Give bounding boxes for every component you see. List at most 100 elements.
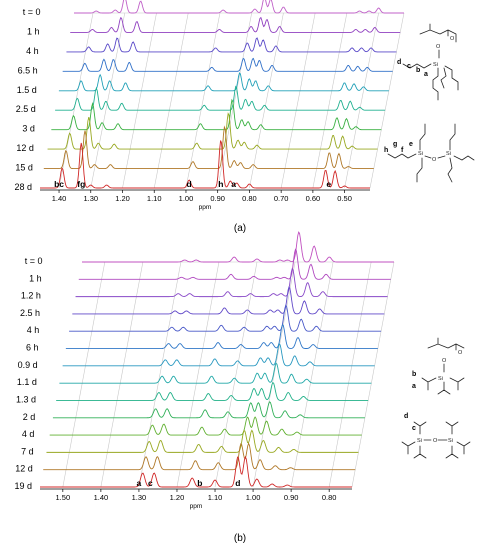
panel-b-spectrum-line bbox=[65, 323, 378, 349]
panel-a-series-label: 2.5 d bbox=[16, 104, 36, 114]
panel-a-grid-line bbox=[312, 12, 348, 189]
panel-a-series-label: 3 d bbox=[22, 124, 35, 134]
panel-b-spectrum-line bbox=[56, 381, 369, 401]
panel-a-spectrum-line bbox=[51, 98, 382, 131]
panel-a-x-tick-label: 1.10 bbox=[147, 194, 162, 203]
panel-b-peak-label: c bbox=[148, 478, 153, 488]
panel-b-x-tick-label: 1.00 bbox=[246, 493, 261, 502]
atom-si-a: Si bbox=[433, 62, 438, 68]
panel-b: t = 0 1 h 1.2 h 2.5 h 4 h 6 h 0.9 d 1.1 d 1.3 d 2… bbox=[14, 231, 395, 510]
panel-b-grid-line bbox=[252, 261, 296, 488]
atom-si-a4: Si bbox=[446, 151, 451, 157]
panel-a-grid-line bbox=[344, 12, 379, 189]
atom-si-b3: Si bbox=[417, 438, 422, 444]
struct-b2-label-d: d bbox=[404, 413, 408, 420]
panel-a-series-label: 1 h bbox=[27, 26, 40, 36]
atom-si-b: Si bbox=[438, 376, 443, 382]
panel-b-spectrum-line bbox=[75, 267, 388, 298]
structure-b-bottom: Si O Si d c bbox=[401, 413, 471, 459]
panel-a-x-tick-label: 0.70 bbox=[274, 194, 289, 203]
struct-a2-label-e: e bbox=[409, 141, 413, 148]
panel-b-spectrum-line bbox=[82, 231, 394, 263]
panel-b-x-tick-label: 1.40 bbox=[94, 493, 109, 502]
panel-a-x-tick-label: 0.80 bbox=[242, 194, 257, 203]
panel-b-spectrum-line bbox=[43, 442, 356, 471]
panel-b-x-tick-label: 1.20 bbox=[170, 493, 185, 502]
panel-b-series-label: 4 h bbox=[27, 325, 40, 335]
panel-b-spectrum-line bbox=[46, 429, 359, 453]
atom-o-a: O bbox=[450, 36, 455, 42]
panel-a-grid-line bbox=[217, 12, 252, 189]
atom-o-a3: O bbox=[432, 157, 437, 163]
panel-b-spectrum-line bbox=[49, 416, 362, 436]
panel-b-series-label: 1.1 d bbox=[17, 377, 37, 387]
panel-a-x-tick-label: 1.20 bbox=[115, 194, 130, 203]
panel-b-spectrum-line bbox=[78, 248, 391, 280]
panel-b-series-label: 2 d bbox=[23, 412, 36, 422]
panel-b-x-tick-label: 0.90 bbox=[284, 493, 299, 502]
panel-b-series-label: 2.5 h bbox=[20, 308, 40, 318]
panel-b-series-label: 6 h bbox=[26, 343, 39, 353]
panel-a-peak-label: h bbox=[218, 179, 223, 189]
panel-b-grid-line bbox=[100, 261, 144, 488]
atom-o-b2: O bbox=[442, 358, 447, 364]
panel-b-peak-label: b bbox=[197, 478, 202, 488]
atom-si-b4: Si bbox=[448, 438, 453, 444]
panel-b-series-label: 1 h bbox=[29, 273, 42, 283]
panel-b-series-label: 0.9 d bbox=[18, 360, 38, 370]
struct-a-label-b: b bbox=[416, 67, 420, 74]
panel-b-series-label: 1.2 h bbox=[21, 291, 41, 301]
struct-b-label-a: a bbox=[412, 383, 416, 390]
panel-a-side-frame bbox=[369, 12, 405, 189]
struct-a-label-d: d bbox=[397, 59, 401, 66]
panel-a-peak-label: d bbox=[187, 179, 192, 189]
panel-b-x-tick-label: 1.10 bbox=[208, 493, 223, 502]
panel-b-peak-label: d bbox=[235, 478, 240, 488]
panel-a-series-label: 1.5 d bbox=[17, 85, 37, 95]
panel-b-x-tick-label: 1.30 bbox=[132, 493, 147, 502]
panel-b-spectrum-line bbox=[72, 286, 385, 315]
panel-b-spectrum-line bbox=[62, 343, 375, 367]
panel-a-grid-line bbox=[280, 12, 316, 189]
panel-a-spectrum-line bbox=[43, 125, 374, 170]
panel-a-spectrum-line bbox=[62, 57, 393, 72]
panel-b-series-label: 19 d bbox=[14, 481, 32, 491]
struct-b2-label-c: c bbox=[412, 425, 416, 432]
panel-a-series-label: 28 d bbox=[14, 182, 32, 192]
panel-a-x-tick-label: 1.30 bbox=[83, 194, 98, 203]
panel-a-series-label: 15 d bbox=[15, 163, 33, 173]
structure-a-bottom: Si O Si h g f e bbox=[384, 123, 475, 183]
caption-a: (a) bbox=[234, 223, 246, 234]
panel-b-series-label: t = 0 bbox=[25, 256, 43, 266]
caption-b: (b) bbox=[234, 533, 246, 544]
panel-b-series-label: 4 d bbox=[22, 429, 35, 439]
panel-b-spectrum-line bbox=[69, 304, 382, 332]
panel-b-spectrum-line bbox=[59, 362, 372, 384]
panel-a-peak-label: e bbox=[326, 179, 331, 189]
struct-a-label-c: c bbox=[407, 63, 411, 70]
panel-b-spectrum-line bbox=[40, 455, 352, 488]
panel-a-peak-label: a bbox=[231, 179, 236, 189]
struct-a2-label-h: h bbox=[384, 147, 388, 154]
atom-o-b: O bbox=[458, 350, 463, 356]
panel-a-series-label: 12 d bbox=[16, 143, 34, 153]
struct-b-label-b: b bbox=[412, 371, 416, 378]
panel-a-spectrum-line bbox=[70, 16, 401, 33]
panel-a-series-label: t = 0 bbox=[23, 7, 41, 17]
struct-a-label-a: a bbox=[424, 71, 428, 78]
panel-a-x-tick-label: 0.50 bbox=[337, 194, 352, 203]
panel-a-peak-label: bc bbox=[54, 179, 64, 189]
panel-a-grid-line bbox=[153, 12, 189, 189]
panel-a-x-tick-label: 0.90 bbox=[210, 194, 225, 203]
panel-b-grid-line bbox=[176, 261, 220, 488]
panel-b-side-frame bbox=[351, 261, 395, 488]
panel-a-grid-line bbox=[249, 12, 284, 189]
panel-a-series-label: 4 h bbox=[26, 46, 39, 56]
panel-b-peak-label: a bbox=[137, 478, 142, 488]
panel-b-grid-line bbox=[290, 261, 334, 488]
panel-a: t = 0 1 h 4 h 6.5 h 1.5 d 2.5 d 3 d 12 d 15 d 28 … bbox=[14, 0, 405, 211]
panel-a-spectrum-line bbox=[47, 112, 378, 150]
atom-si-a3: Si bbox=[418, 151, 423, 157]
